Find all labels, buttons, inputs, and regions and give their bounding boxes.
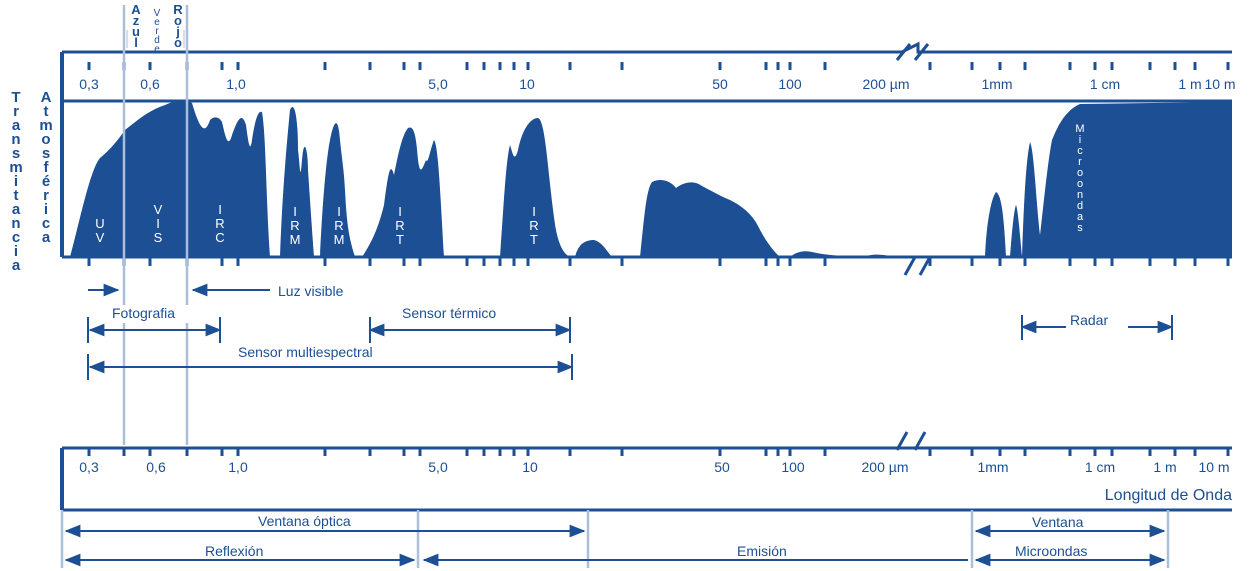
tick-label: 10 m	[1198, 459, 1229, 475]
tick-label: 1 cm	[1090, 76, 1120, 92]
tick-label: 0,3	[79, 459, 99, 475]
range-arrows	[87, 283, 1174, 380]
range-labels: Luz visible Fotografia Sensor térmico Se…	[110, 283, 1128, 360]
transmittance-area	[70, 100, 1232, 258]
axis-break-mid	[903, 256, 932, 276]
mid-axis-ticks	[87, 258, 1230, 266]
label-radar: Radar	[1070, 312, 1108, 328]
label-reflexion: Reflexión	[205, 543, 263, 559]
tick-label: 50	[714, 459, 730, 475]
label-ventana: Ventana	[1032, 514, 1084, 530]
tick-label: 0,6	[146, 459, 166, 475]
tick-label: 1mm	[981, 76, 1012, 92]
band-labels: U V V I S I R C I R M I R M I R T I R T M i c r o o n d a s	[95, 123, 1084, 247]
bottom-axis-ticks	[87, 448, 1230, 456]
tick-label: 5,0	[428, 76, 448, 92]
tick-label: 1 m	[1178, 76, 1201, 92]
label-ventana-optica: Ventana óptica	[258, 513, 351, 529]
tick-label: 5,0	[428, 459, 448, 475]
bottom-range-labels: Ventana óptica Reflexión Emisión Ventana…	[200, 513, 1128, 559]
tick-label: 0,6	[140, 76, 160, 92]
region-guides	[60, 510, 1170, 568]
label-emision: Emisión	[737, 543, 787, 559]
bottom-axis-labels: 0,3 0,6 1,0 5,0 10 50 100 200 µm 1mm 1 cm 1 m 10 m	[79, 459, 1229, 475]
axis-title-longitud: Longitud de Onda	[1105, 487, 1232, 504]
tick-label: 1 cm	[1085, 459, 1115, 475]
tick-label: 10 m	[1204, 76, 1235, 92]
label-microondas: Microondas	[1015, 543, 1087, 559]
tick-label: 100	[778, 76, 802, 92]
top-axis-labels: 0,3 0,6 1,0 5,0 10 50 100 200 µm 1mm 1 cm 1 m 10 m	[79, 76, 1235, 92]
tick-label: 1mm	[977, 459, 1008, 475]
tick-label: 200 µm	[863, 76, 910, 92]
label-sensor-termico: Sensor térmico	[402, 305, 496, 321]
tick-label: 1,0	[226, 76, 246, 92]
tick-label: 10	[522, 459, 538, 475]
tick-label: 10	[519, 76, 535, 92]
tick-label: 50	[712, 76, 728, 92]
label-luz-visible: Luz visible	[278, 283, 344, 299]
bottom-range-arrows	[64, 524, 1166, 567]
label-fotografia: Fotografia	[112, 305, 175, 321]
tick-label: 0,3	[79, 76, 99, 92]
top-axis-ticks	[87, 62, 1230, 70]
top-axis	[60, 41, 1232, 259]
label-sensor-multiespectral: Sensor multiespectral	[238, 344, 373, 360]
tick-label: 1 m	[1153, 459, 1176, 475]
bottom-axis	[60, 431, 1232, 512]
tick-label: 100	[781, 459, 805, 475]
tick-label: 200 µm	[862, 459, 909, 475]
tick-label: 1,0	[228, 459, 248, 475]
